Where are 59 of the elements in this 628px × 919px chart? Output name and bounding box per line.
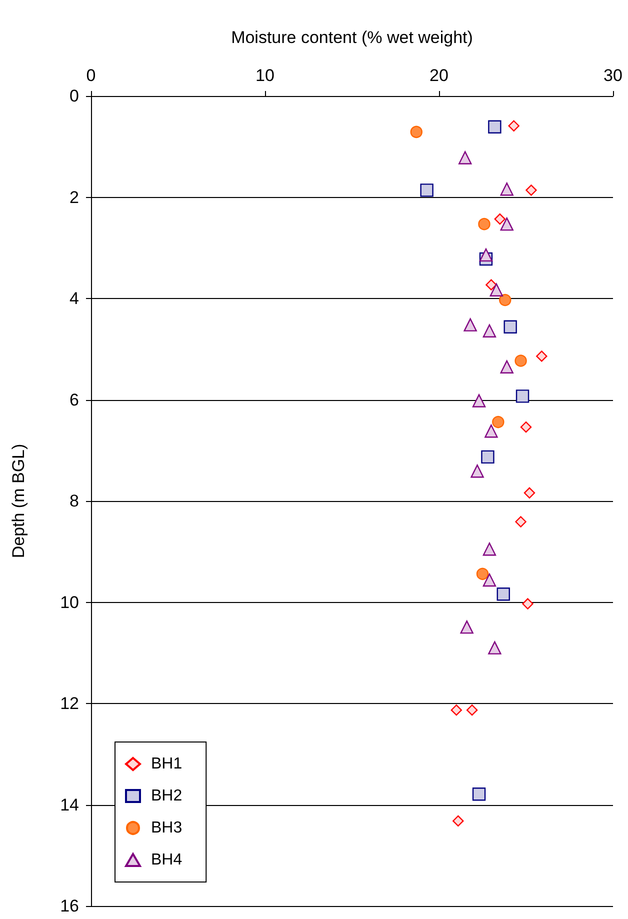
y-tick-label: 12: [60, 694, 79, 713]
point: [484, 424, 498, 438]
y-tick-label: 10: [60, 592, 79, 612]
legend-label: BH3: [151, 820, 182, 836]
y-axis-title: Depth (m BGL): [9, 444, 28, 558]
point: [472, 394, 486, 408]
point: [500, 360, 514, 374]
point: [492, 416, 504, 428]
y-tick-label: 0: [70, 86, 79, 106]
point: [464, 318, 477, 332]
x-tick-label: 10: [256, 66, 274, 85]
y-tick-label: 4: [70, 289, 79, 308]
point: [466, 704, 478, 716]
point: [472, 788, 486, 801]
legend-label: BH2: [151, 788, 182, 804]
x-tick-label: 30: [604, 66, 622, 85]
point: [420, 184, 434, 197]
legend-label: BH4: [151, 852, 182, 868]
point: [526, 184, 537, 196]
point: [482, 324, 496, 338]
point: [488, 641, 502, 654]
point: [460, 620, 474, 634]
point: [524, 487, 536, 498]
point: [490, 283, 504, 296]
point: [516, 390, 530, 403]
x-tick-label: 20: [430, 66, 448, 85]
point: [500, 217, 514, 231]
point: [476, 568, 489, 580]
point: [482, 573, 496, 587]
point: [481, 450, 494, 464]
x-tick-label: 0: [86, 66, 96, 85]
point: [504, 320, 517, 334]
point: [536, 350, 548, 362]
point: [486, 279, 497, 290]
point: [496, 588, 510, 601]
point: [520, 421, 532, 433]
point: [514, 354, 527, 367]
point: [478, 218, 490, 230]
point: [508, 120, 520, 132]
y-tick-label: 8: [70, 492, 79, 510]
point: [500, 182, 514, 196]
y-tick-label: 6: [70, 390, 79, 410]
y-tick-label: 14: [60, 795, 79, 814]
point: [458, 151, 472, 164]
point: [450, 704, 462, 716]
y-tick-label: 2: [70, 188, 79, 207]
point: [522, 598, 534, 610]
point: [515, 516, 526, 528]
x-axis-title: Moisture content (% wet weight): [231, 28, 473, 47]
point: [488, 120, 502, 134]
point: [452, 815, 464, 827]
point: [470, 464, 484, 478]
point: [479, 248, 493, 262]
legend-label: BH1: [151, 756, 182, 772]
point: [410, 126, 422, 138]
point: [482, 542, 496, 556]
point: [494, 213, 506, 225]
point: [499, 294, 512, 306]
y-tick-label: 16: [60, 896, 79, 916]
